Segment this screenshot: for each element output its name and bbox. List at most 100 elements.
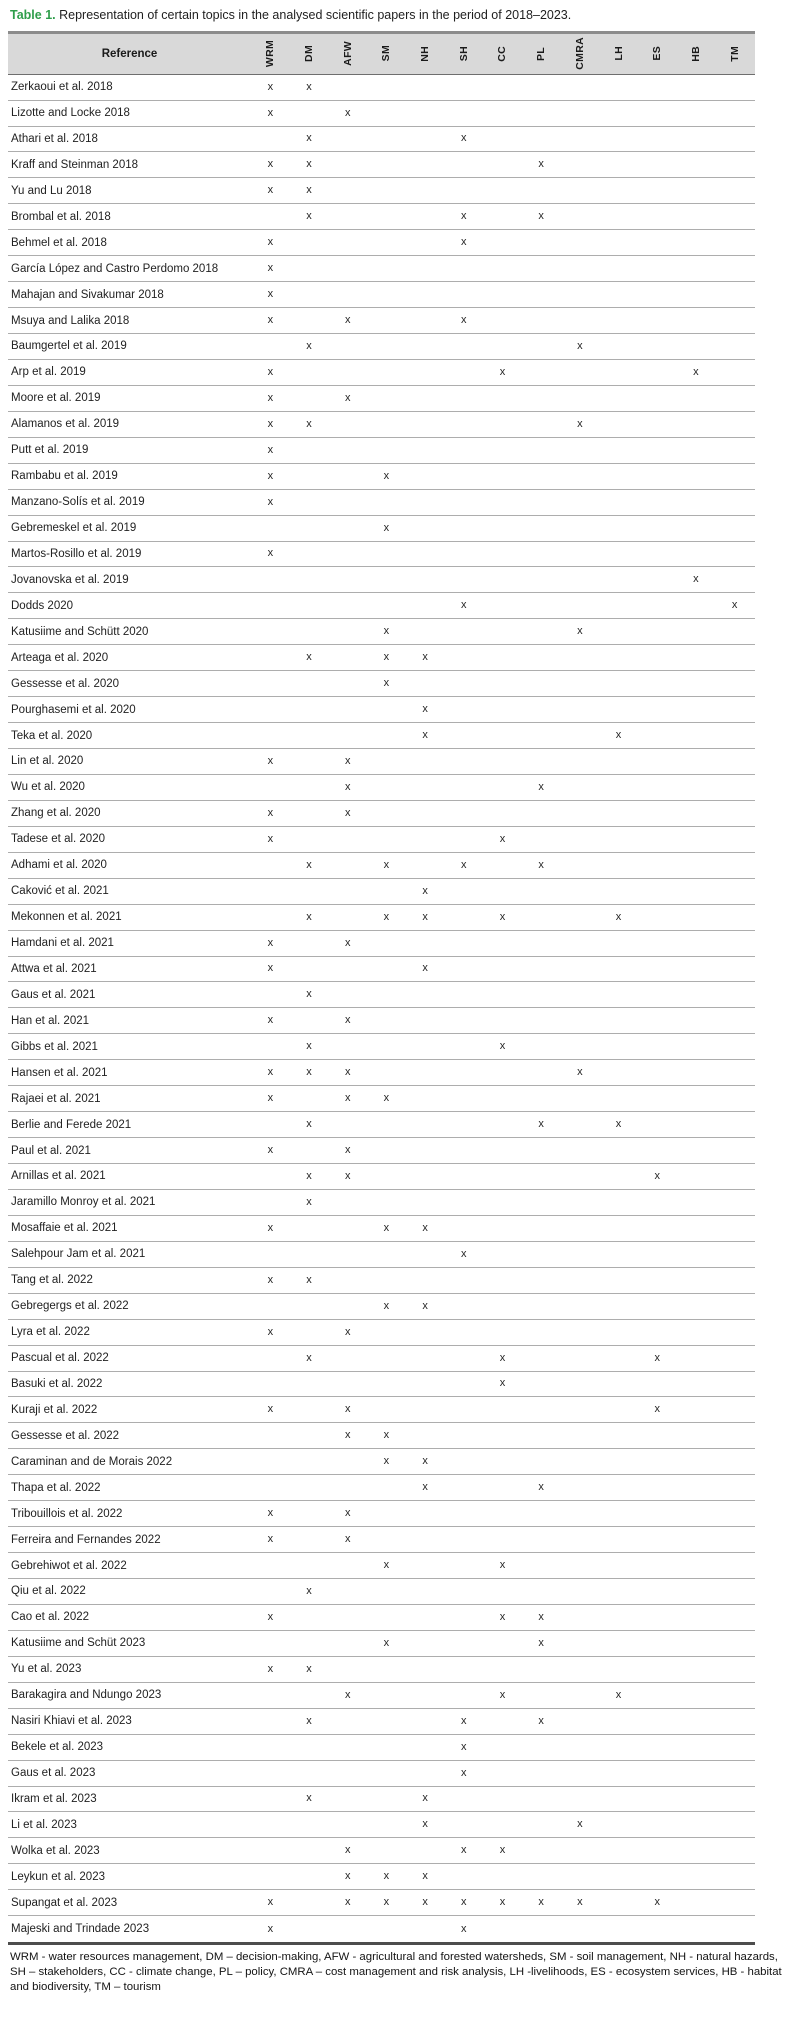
topic-cell-sm: x: [383, 1636, 390, 1649]
topic-cell-pl: x: [538, 158, 544, 171]
table-row: Lizotte and Locke 2018 x x: [8, 101, 755, 127]
topic-cell-afw: x: [344, 1507, 351, 1520]
column-header-cc: CC: [483, 34, 522, 74]
table-caption-label: Table 1.: [10, 8, 56, 22]
table-row: Gessesse et al. 2022 x x: [8, 1423, 755, 1450]
topic-cell-wrm: x: [267, 1533, 274, 1546]
topic-cell-cc: x: [499, 1377, 506, 1390]
topic-cell-sm: x: [383, 1870, 390, 1883]
topic-cell-es: x: [654, 1403, 660, 1416]
topic-cell-sm: x: [383, 1429, 390, 1442]
column-header-es: ES: [638, 34, 677, 74]
reference-cell: Wolka et al. 2023: [11, 1844, 100, 1857]
topic-cell-afw: x: [344, 1688, 351, 1701]
topic-cell-dm: x: [306, 1118, 312, 1131]
topic-cell-wrm: x: [267, 443, 274, 456]
topic-cell-afw: x: [344, 936, 351, 949]
column-header-label: AFW: [341, 41, 354, 67]
table-row: Adhami et al. 2020 x x x x: [8, 853, 755, 879]
column-header-dm: DM: [290, 34, 329, 74]
table-row: Han et al. 2021 x x: [8, 1008, 755, 1035]
reference-cell: Caković et al. 2021: [11, 885, 109, 898]
topic-cell-cc: x: [499, 1559, 506, 1572]
table-row: Qiu et al. 2022 x: [8, 1579, 755, 1605]
topic-cell-dm: x: [306, 1040, 312, 1053]
topic-cell-wrm: x: [267, 547, 274, 560]
topic-cell-pl: x: [538, 858, 544, 871]
topic-cell-nh: x: [422, 962, 428, 975]
topic-cell-wrm: x: [267, 288, 274, 301]
topic-cell-dm: x: [306, 910, 312, 923]
table-row: Tadese et al. 2020 x x: [8, 827, 755, 853]
reference-cell: Dodds 2020: [11, 599, 74, 612]
topic-cell-nh: x: [422, 884, 428, 897]
topic-cell-cmra: x: [577, 625, 583, 638]
table-row: Baumgertel et al. 2019 x x: [8, 334, 755, 360]
topic-cell-dm: x: [306, 1169, 312, 1182]
table-row: Athari et al. 2018 x x: [8, 127, 755, 153]
reference-cell: Athari et al. 2018: [11, 132, 98, 145]
topic-cell-sm: x: [383, 858, 390, 871]
column-header-hb: HB: [677, 34, 716, 74]
reference-cell: Paul et al. 2021: [11, 1144, 91, 1157]
column-header-label: DM: [303, 45, 316, 63]
topic-cell-es: x: [654, 1169, 660, 1182]
column-header-label: TM: [728, 45, 741, 62]
topic-cell-pl: x: [538, 1714, 544, 1727]
reference-cell: Zhang et al. 2020: [11, 807, 101, 820]
table-row: Wu et al. 2020 x x: [8, 775, 755, 801]
table-row: Salehpour Jam et al. 2021 x: [8, 1242, 755, 1268]
topic-cell-afw: x: [344, 391, 351, 404]
table-row: Alamanos et al. 2019 x x x: [8, 412, 755, 438]
topic-cell-cc: x: [499, 1351, 506, 1364]
reference-cell: Mahajan and Sivakumar 2018: [11, 288, 164, 301]
topic-cell-sh: x: [461, 1896, 467, 1909]
topic-cell-dm: x: [306, 1195, 312, 1208]
topic-cell-sm: x: [383, 1221, 390, 1234]
table-row: Dodds 2020 x x: [8, 593, 755, 620]
table-row: Jovanovska et al. 2019 x: [8, 567, 755, 594]
reference-cell: Moore et al. 2019: [11, 392, 101, 405]
topic-cell-dm: x: [306, 80, 312, 93]
topic-cell-wrm: x: [267, 495, 274, 508]
reference-cell: Mekonnen et al. 2021: [11, 911, 122, 924]
reference-cell: Attwa et al. 2021: [11, 962, 97, 975]
topic-cell-pl: x: [538, 1896, 544, 1909]
topic-cell-afw: x: [344, 1325, 351, 1338]
reference-cell: Gessesse et al. 2020: [11, 677, 120, 690]
table-row: Tang et al. 2022 x x: [8, 1268, 755, 1294]
table-row: Wolka et al. 2023 x x x: [8, 1838, 755, 1865]
reference-cell: Salehpour Jam et al. 2021: [11, 1248, 146, 1261]
table-row: Katusiime and Schütt 2020 x x: [8, 619, 755, 646]
topic-cell-pl: x: [538, 780, 544, 793]
topic-cell-dm: x: [306, 210, 312, 223]
table-row: Kuraji et al. 2022 x x x: [8, 1397, 755, 1424]
table-row: Li et al. 2023 x x: [8, 1812, 755, 1839]
topic-cell-afw: x: [344, 1144, 351, 1157]
column-header-label: LH: [612, 46, 625, 61]
table-row: Pascual et al. 2022 x x x: [8, 1346, 755, 1372]
reference-cell: Baumgertel et al. 2019: [11, 340, 127, 353]
topic-cell-dm: x: [306, 417, 312, 430]
reference-cell: Msuya and Lalika 2018: [11, 314, 130, 327]
reference-cell: Thapa et al. 2022: [11, 1481, 101, 1494]
column-header-pl: PL: [522, 34, 561, 74]
topic-cell-wrm: x: [267, 1092, 274, 1105]
reference-cell: Arteaga et al. 2020: [11, 651, 109, 664]
topic-cell-cc: x: [499, 1040, 506, 1053]
column-header-label: CMRA: [573, 37, 586, 70]
topic-cell-nh: x: [422, 1221, 428, 1234]
topic-cell-sh: x: [461, 1922, 467, 1935]
topic-cell-lh: x: [615, 1688, 622, 1701]
page: Table 1. Representation of certain topic…: [8, 8, 782, 1993]
topic-cell-sh: x: [461, 236, 467, 249]
topic-cell-nh: x: [422, 1896, 428, 1909]
table-row: Hamdani et al. 2021 x x: [8, 931, 755, 957]
topic-cell-lh: x: [615, 729, 622, 742]
reference-cell: Gessesse et al. 2022: [11, 1429, 120, 1442]
table-row: Thapa et al. 2022 x x: [8, 1475, 755, 1502]
column-header-sm: SM: [367, 34, 406, 74]
table-row: Msuya and Lalika 2018 x x x: [8, 308, 755, 334]
reference-cell: Leykun et al. 2023: [11, 1870, 105, 1883]
reference-cell: Zerkaoui et al. 2018: [11, 81, 113, 94]
